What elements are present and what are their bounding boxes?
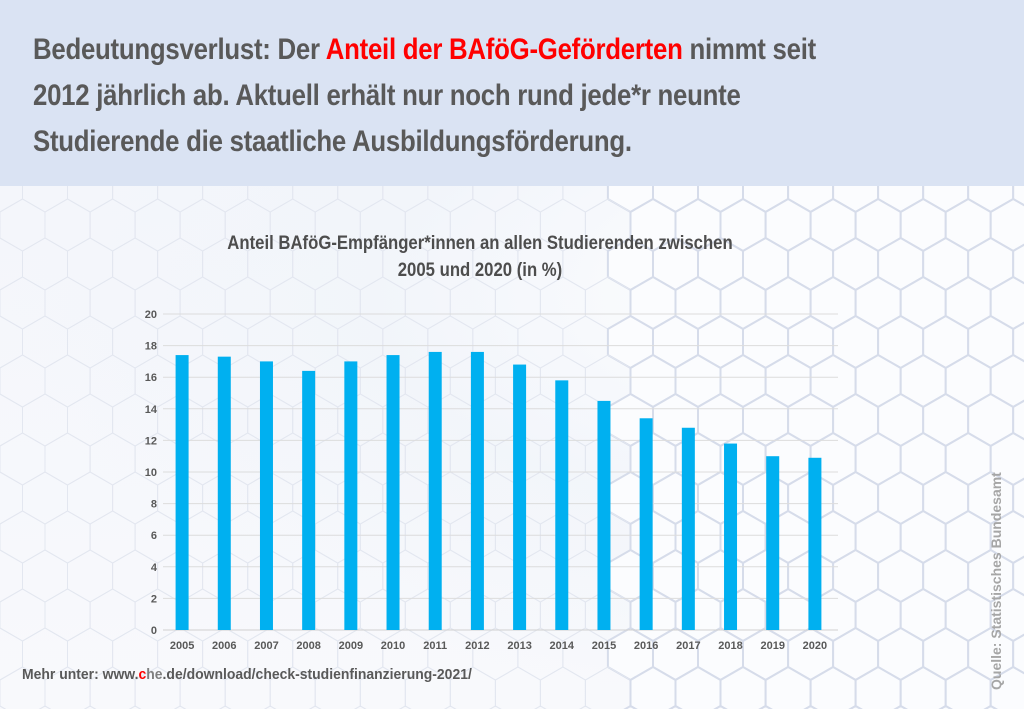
y-axis-ticks: 0 2 4 6 8 10 12 14 16 18 20 <box>145 309 158 637</box>
hexagon-shape <box>713 704 728 709</box>
x-tick-label: 2013 <box>507 640 531 652</box>
bar-2011 <box>428 351 442 630</box>
header-banner: Bedeutungsverlust: Der Anteil der BAföG-… <box>0 0 1024 186</box>
x-tick-label: 2012 <box>465 640 489 652</box>
headline: Bedeutungsverlust: Der Anteil der BAföG-… <box>33 27 859 165</box>
hexagon-shape <box>218 705 232 709</box>
bar-2009 <box>344 361 358 630</box>
y-tick-label: 6 <box>151 530 157 542</box>
hexagon-shape <box>309 705 322 709</box>
bar-2006 <box>217 356 231 630</box>
bars <box>175 351 822 630</box>
headline-text-before: Bedeutungsverlust: Der <box>33 33 326 66</box>
x-tick-label: 2009 <box>339 640 363 652</box>
x-tick-label: 2006 <box>212 640 236 652</box>
hexagon-shape <box>893 704 908 709</box>
hexagon-shape <box>758 704 773 709</box>
bar-2018 <box>724 443 738 630</box>
link-brand-c: c <box>138 666 147 683</box>
x-tick-label: 2019 <box>760 640 784 652</box>
x-tick-label: 2016 <box>634 640 658 652</box>
more-info-link[interactable]: Mehr unter: www.che.de/download/check-st… <box>22 666 472 683</box>
headline-text-after: nimmt seit 2012 jährlich ab. Aktuell erh… <box>33 33 816 158</box>
hexagon-shape <box>668 704 683 709</box>
x-axis-ticks: 2005 2006 2007 2008 2009 2010 2011 2012 2013 2014… <box>170 640 827 652</box>
y-tick-label: 14 <box>145 404 158 416</box>
y-tick-label: 2 <box>151 593 157 605</box>
bar-2014 <box>555 380 569 630</box>
hexagon-shape <box>38 705 52 709</box>
link-suffix: .de/download/check-studienfinanzierung-2… <box>162 666 472 683</box>
y-tick-label: 0 <box>151 625 157 637</box>
bar-2015 <box>597 400 611 630</box>
hexagon-shape <box>848 704 863 709</box>
x-tick-label: 2011 <box>423 640 447 652</box>
bar-2016 <box>639 418 653 630</box>
hexagon-shape <box>444 705 457 709</box>
headline-highlight: Anteil der BAföG-Geförderten <box>325 33 683 66</box>
x-tick-label: 2014 <box>550 640 575 652</box>
hexagon-shape <box>623 704 638 709</box>
bar-2010 <box>386 355 400 630</box>
hexagon-shape <box>534 705 547 709</box>
chart-title: Anteil BAföG-Empfänger*innen an allen St… <box>190 230 771 284</box>
x-tick-label: 2018 <box>718 640 742 652</box>
y-tick-label: 8 <box>151 499 157 511</box>
bar-2005 <box>175 355 189 630</box>
bar-2012 <box>470 351 484 630</box>
x-tick-label: 2005 <box>170 640 194 652</box>
source-note: Quelle: Statistisches Bundesamt <box>988 472 1004 690</box>
bar-2008 <box>302 370 316 630</box>
hexagon-shape <box>173 705 187 709</box>
y-tick-label: 4 <box>151 562 158 574</box>
hexagon-shape <box>83 705 97 709</box>
y-tick-label: 20 <box>145 309 157 321</box>
bar-2013 <box>513 364 527 630</box>
hexagon-shape <box>264 705 277 709</box>
hexagon-shape <box>128 705 142 709</box>
x-tick-label: 2007 <box>254 640 278 652</box>
hexagon-shape <box>354 705 367 709</box>
bar-2007 <box>259 361 273 630</box>
bar-2020 <box>808 457 822 630</box>
y-tick-label: 12 <box>145 435 157 447</box>
hexagon-shape <box>399 705 412 709</box>
hexagon-shape <box>938 704 953 709</box>
x-tick-label: 2020 <box>803 640 827 652</box>
y-tick-label: 10 <box>145 467 157 479</box>
y-tick-label: 18 <box>145 341 157 353</box>
bar-2017 <box>681 427 695 630</box>
x-tick-label: 2008 <box>296 640 320 652</box>
hexagon-shape <box>983 704 998 709</box>
x-tick-label: 2017 <box>676 640 700 652</box>
chart-title-line-2: 2005 und 2020 (in %) <box>397 260 563 281</box>
chart-title-line-1: Anteil BAföG-Empfänger*innen an allen St… <box>227 233 733 254</box>
y-tick-label: 16 <box>145 372 157 384</box>
x-tick-label: 2010 <box>381 640 405 652</box>
link-brand-he: he <box>146 666 163 683</box>
x-tick-label: 2015 <box>592 640 616 652</box>
hexagon-shape <box>489 705 502 709</box>
link-prefix: Mehr unter: www. <box>22 666 139 683</box>
bar-2019 <box>766 456 780 630</box>
hexagon-shape <box>803 704 818 709</box>
hexagon-shape <box>579 705 592 709</box>
